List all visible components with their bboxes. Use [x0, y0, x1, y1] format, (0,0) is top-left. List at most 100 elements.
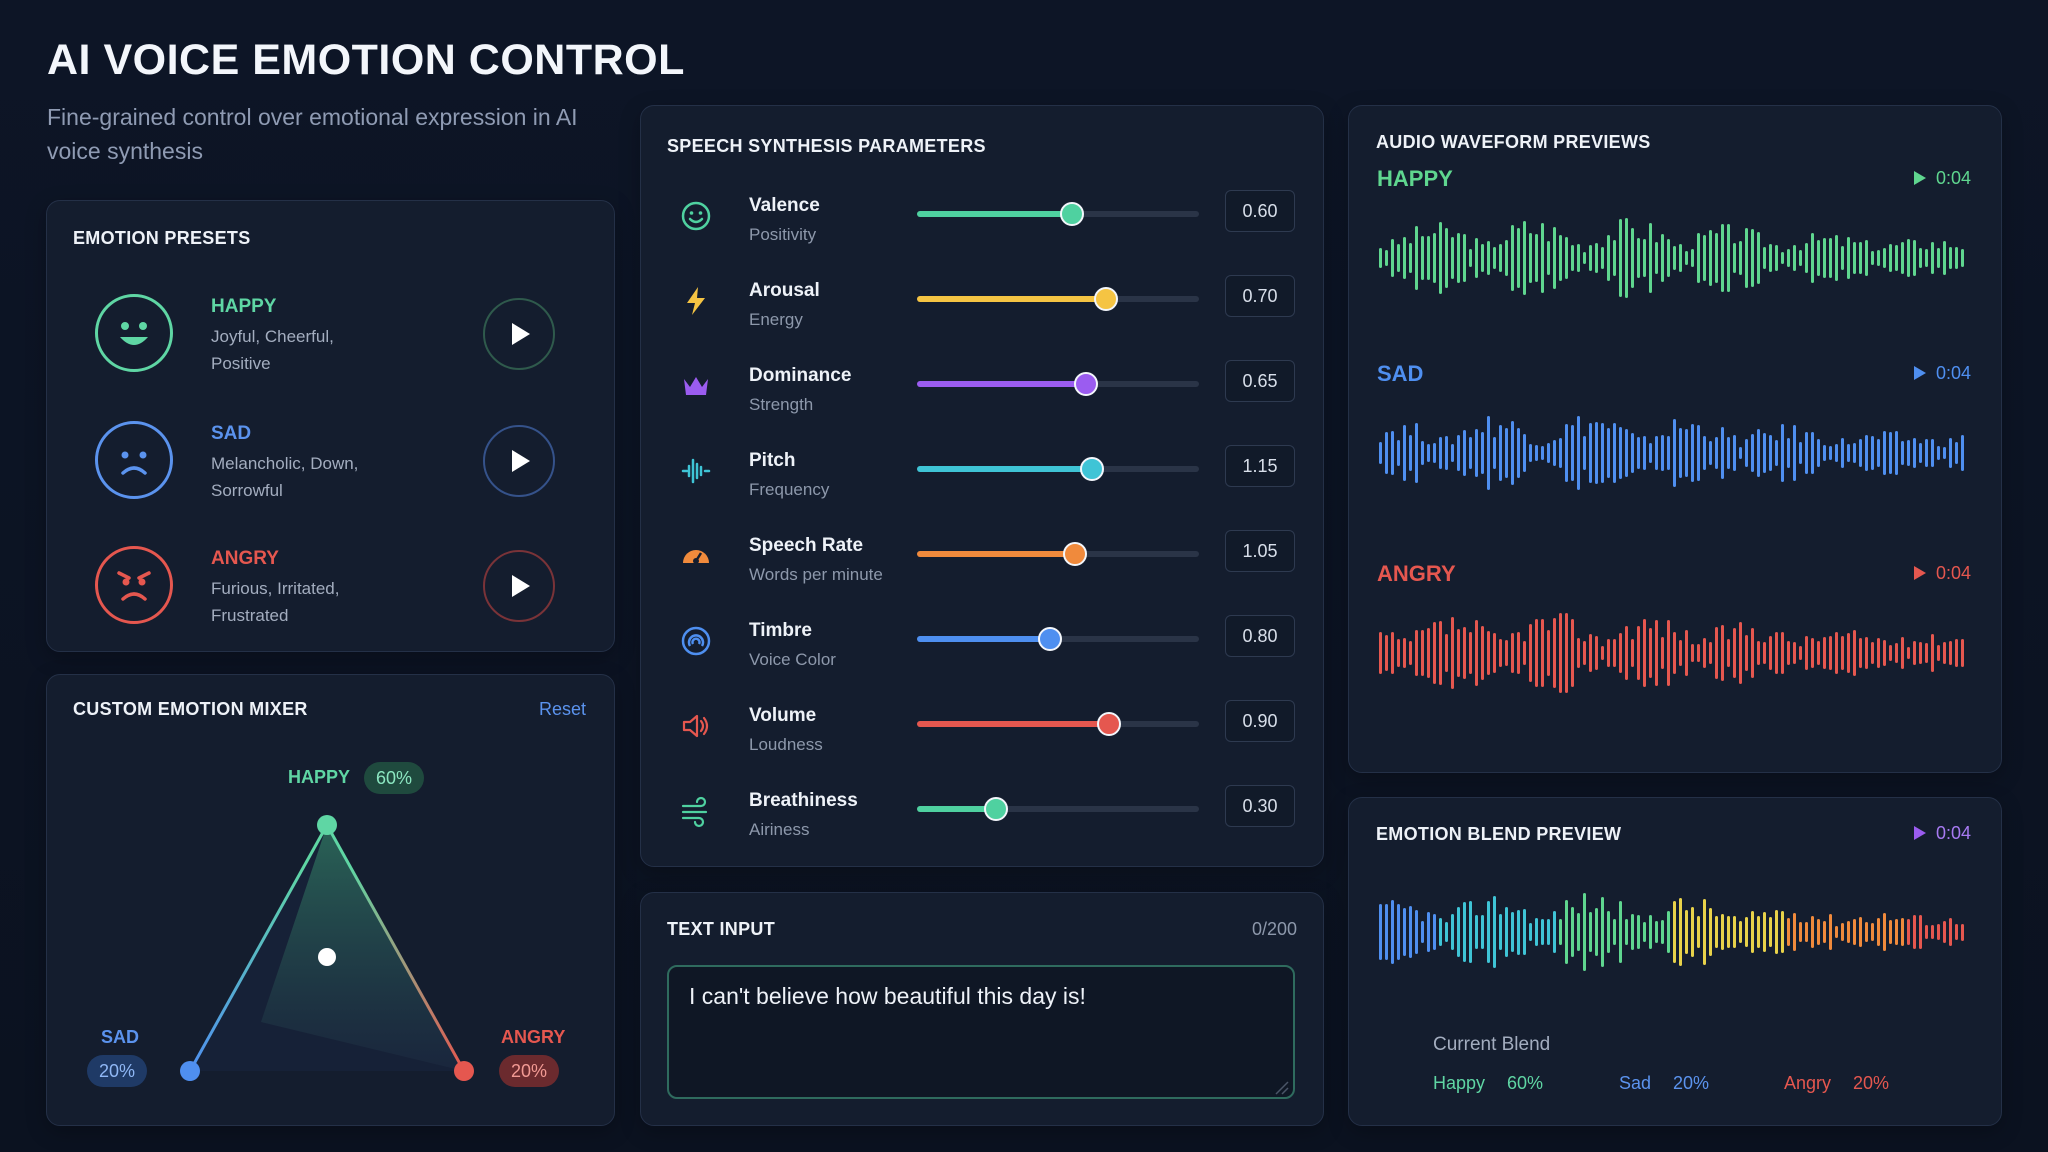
char-counter: 0/200: [1251, 919, 1297, 939]
play-happy-button[interactable]: [483, 298, 555, 370]
waveform-bar: [1937, 446, 1940, 460]
waveform-bar: [1733, 435, 1736, 471]
waveform-play-button[interactable]: 0:04: [1913, 363, 1971, 384]
waveform-bar: [1601, 246, 1604, 270]
param-slider[interactable]: [917, 542, 1199, 566]
param-value-field[interactable]: 0.65: [1225, 360, 1295, 402]
waveform-bar: [1913, 914, 1916, 950]
param-value-field[interactable]: 0.70: [1225, 275, 1295, 317]
param-breathiness: Breathiness Airiness 0.30: [641, 785, 1323, 875]
waveform-bar: [1739, 446, 1742, 460]
waveform-bar: [1517, 909, 1520, 955]
waveform-bar: [1379, 631, 1382, 675]
waveform-bar: [1619, 218, 1622, 298]
waveform-bar: [1631, 914, 1634, 950]
waveform-bar: [1661, 637, 1664, 669]
waveform-bar: [1415, 629, 1418, 677]
param-value-field[interactable]: 1.15: [1225, 445, 1295, 487]
waveform-bar: [1463, 234, 1466, 282]
resize-handle-icon[interactable]: [1273, 1079, 1289, 1095]
waveform-bar: [1499, 425, 1502, 481]
waveform-bar: [1619, 900, 1622, 964]
waveform-bar: [1601, 645, 1604, 661]
param-value-field[interactable]: 0.90: [1225, 700, 1295, 742]
waveform-bar: [1763, 912, 1766, 952]
slider-handle[interactable]: [1060, 202, 1085, 226]
waveform-bar: [1451, 913, 1454, 951]
preset-angry[interactable]: ANGRY Furious, Irritated, Frustrated: [47, 543, 614, 653]
param-slider[interactable]: [917, 202, 1199, 226]
waveform-bar: [1733, 243, 1736, 273]
slider-handle[interactable]: [1079, 457, 1104, 481]
slider-handle[interactable]: [1096, 712, 1121, 736]
param-value-field[interactable]: 0.80: [1225, 615, 1295, 657]
slider-handle[interactable]: [1074, 372, 1099, 396]
waveform-bar: [1439, 221, 1442, 295]
slider-handle[interactable]: [1093, 287, 1118, 311]
waveform-bar: [1793, 641, 1796, 665]
waveform-bar: [1673, 419, 1676, 487]
param-value-field[interactable]: 0.60: [1225, 190, 1295, 232]
slider-handle[interactable]: [1062, 542, 1087, 566]
waveform-bar: [1811, 431, 1814, 474]
waveform-bar: [1637, 436, 1640, 470]
waveform-bar: [1907, 239, 1910, 277]
lightning-icon: [679, 284, 713, 318]
param-name: Speech Rate: [749, 535, 864, 556]
waveform-bar: [1793, 913, 1796, 951]
play-angry-button[interactable]: [483, 550, 555, 622]
waveform-bar: [1781, 424, 1784, 482]
emotion-triangle[interactable]: [47, 775, 614, 1105]
waveform-play-button[interactable]: 0:04: [1913, 563, 1971, 584]
waveform-bar: [1721, 625, 1724, 681]
text-input-field[interactable]: I can't believe how beautiful this day i…: [667, 965, 1295, 1099]
waveform-bar: [1619, 632, 1622, 674]
slider-handle[interactable]: [983, 797, 1008, 821]
param-slider[interactable]: [917, 627, 1199, 651]
waveform-bar: [1895, 918, 1898, 946]
waveform-bar: [1955, 639, 1958, 667]
waveform-bar: [1949, 917, 1952, 947]
blend-play-button[interactable]: 0:04: [1913, 823, 1971, 844]
waveform-bar: [1511, 421, 1514, 485]
waveform-bar: [1841, 923, 1844, 941]
waveform-bar: [1613, 422, 1616, 484]
waveform-bar: [1745, 635, 1748, 671]
waveform-play-button[interactable]: 0:04: [1913, 168, 1971, 189]
play-sad-button[interactable]: [483, 425, 555, 497]
waveform-bar: [1925, 925, 1928, 939]
waveform-bar: [1583, 252, 1586, 264]
preset-name: ANGRY: [211, 548, 279, 569]
slider-handle[interactable]: [1037, 627, 1062, 651]
param-slider[interactable]: [917, 457, 1199, 481]
waveform-bar: [1493, 247, 1496, 269]
waveform-bar: [1583, 436, 1586, 470]
reset-link[interactable]: Reset: [538, 699, 586, 719]
waveform-bar: [1391, 899, 1394, 965]
param-slider[interactable]: [917, 797, 1199, 821]
preset-sad[interactable]: SAD Melancholic, Down, Sorrowful: [47, 418, 614, 528]
emotion-presets-panel: EMOTION PRESETS HAPPY Joyful, Cheerful, P…: [46, 200, 615, 652]
waveform-bar: [1601, 897, 1604, 967]
waveform-bar: [1631, 433, 1634, 473]
waveform-bar: [1877, 249, 1880, 267]
waveform-bar: [1919, 914, 1922, 950]
preset-happy[interactable]: HAPPY Joyful, Cheerful, Positive: [47, 291, 614, 401]
param-slider[interactable]: [917, 287, 1199, 311]
waveform-bar: [1835, 234, 1838, 282]
waveform-bar: [1655, 921, 1658, 943]
waveform-bar: [1415, 909, 1418, 955]
waveform-bar: [1811, 233, 1814, 283]
waveform-bar: [1691, 643, 1694, 663]
param-slider[interactable]: [917, 712, 1199, 736]
current-blend-label: Current Blend: [1433, 1034, 1551, 1055]
waveform-bar: [1793, 245, 1796, 271]
waveform-bar: [1391, 239, 1394, 277]
waveform-bar: [1817, 918, 1820, 946]
param-slider[interactable]: [917, 372, 1199, 396]
param-value-field[interactable]: 1.05: [1225, 530, 1295, 572]
waveform-bar: [1583, 893, 1586, 971]
waveform-bar: [1739, 921, 1742, 943]
waveform-bar: [1703, 637, 1706, 669]
param-value-field[interactable]: 0.30: [1225, 785, 1295, 827]
